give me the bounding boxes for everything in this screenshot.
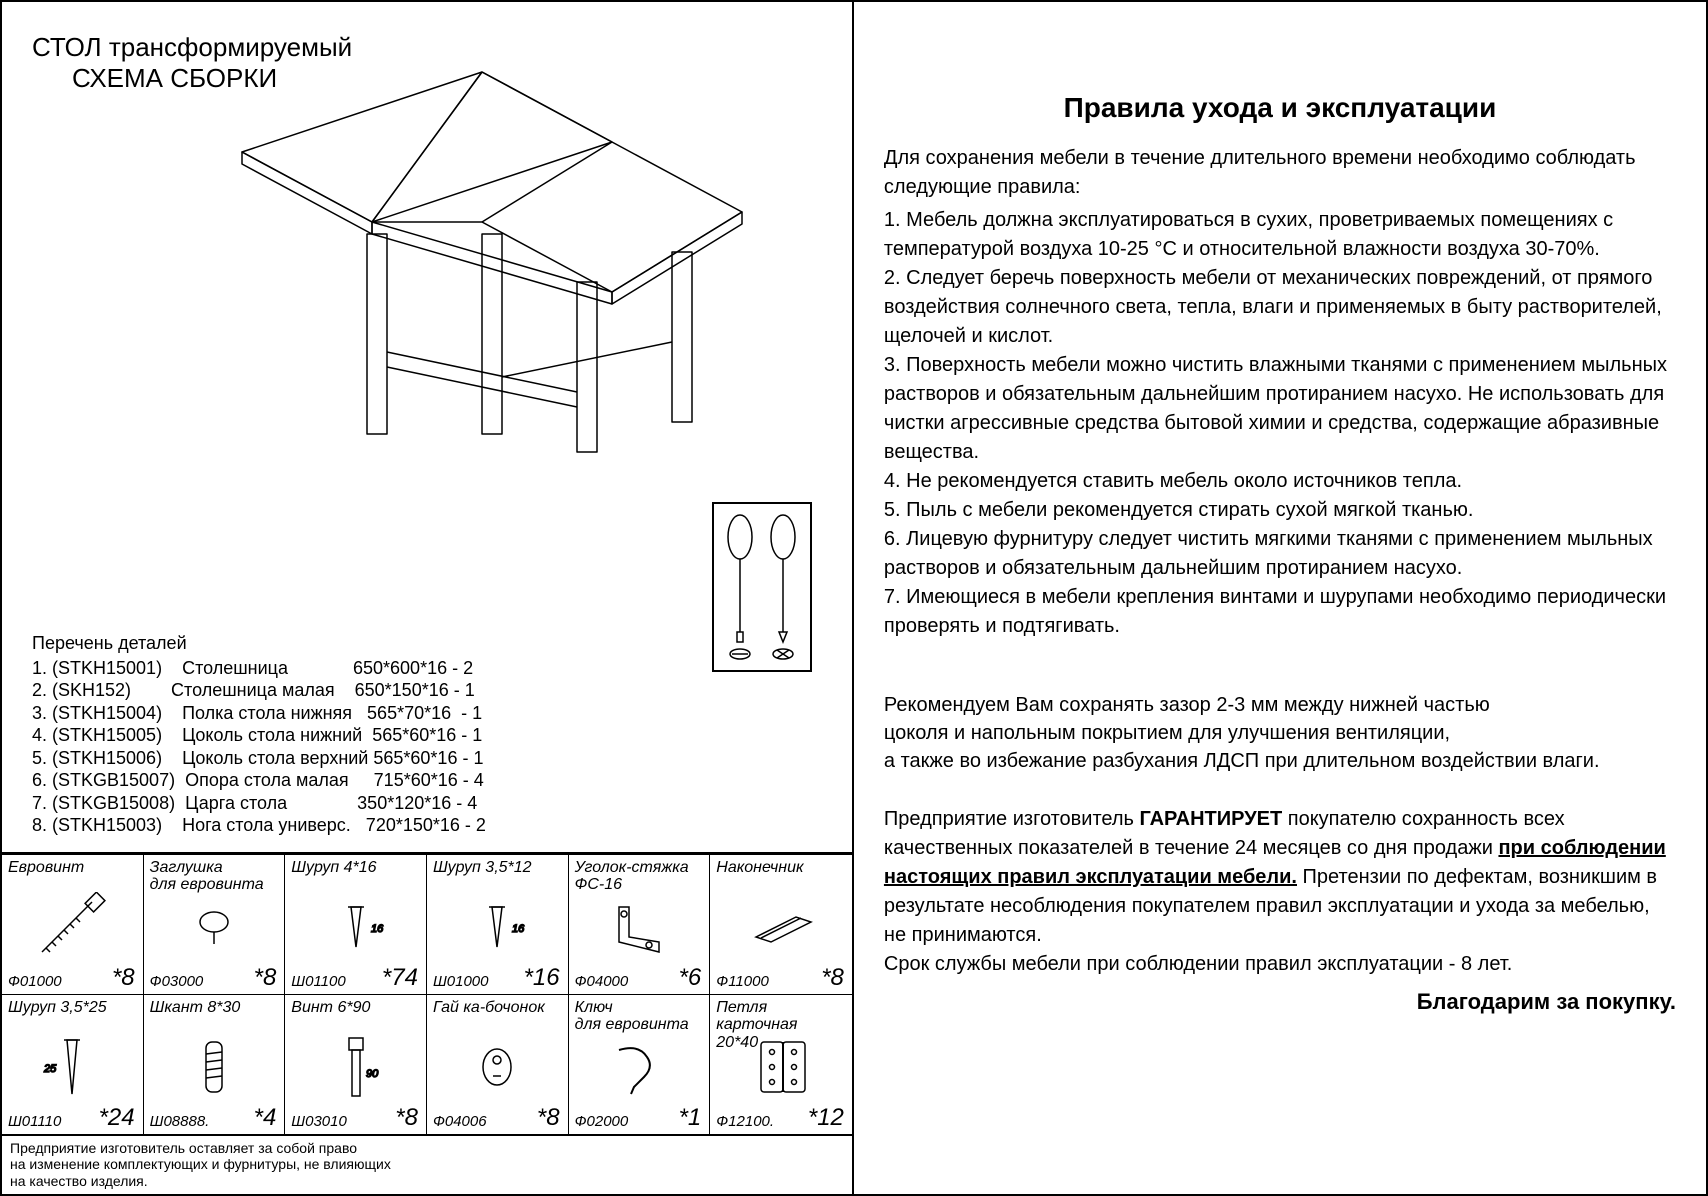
hinge-icon bbox=[741, 1032, 821, 1102]
hardware-cell: Гай ка-бочонок Ф04006 *8 bbox=[427, 994, 569, 1134]
hardware-qty: *8 bbox=[112, 964, 135, 992]
hardware-label: Наконечник bbox=[716, 859, 846, 877]
hardware-code: Ф01000 bbox=[8, 973, 62, 990]
hardware-code: Ф12100. bbox=[716, 1113, 774, 1130]
hardware-qty: *8 bbox=[537, 1104, 560, 1132]
care-rule: 1. Мебель должна эксплуатироваться в сух… bbox=[884, 206, 1676, 264]
hardware-code: Ф03000 bbox=[150, 973, 204, 990]
screw-short-icon bbox=[457, 892, 537, 962]
hardware-qty: *8 bbox=[395, 1104, 418, 1132]
screw-short-icon bbox=[316, 892, 396, 962]
parts-row: 6. (STKGB15007) Опора стола малая 715*60… bbox=[32, 769, 486, 792]
warranty-seg-a: Предприятие изготовитель bbox=[884, 808, 1140, 830]
diagram-section: СТОЛ трансформируемый СХЕМА СБОРКИ bbox=[2, 2, 852, 854]
parts-row: 7. (STKGB15008) Царга стола 350*120*16 -… bbox=[32, 792, 486, 815]
care-rule: 2. Следует беречь поверхность мебели от … bbox=[884, 264, 1676, 351]
hardware-qty: *8 bbox=[821, 964, 844, 992]
hardware-cell: Шкант 8*30 Ш08888. *4 bbox=[144, 994, 286, 1134]
cap-icon bbox=[174, 892, 254, 962]
hardware-qty: *74 bbox=[382, 964, 418, 992]
parts-row: 4. (STKH15005) Цоколь стола нижний 565*6… bbox=[32, 724, 486, 747]
warranty-text: Предприятие изготовитель ГАРАНТИРУЕТ пок… bbox=[884, 805, 1676, 979]
care-rule: 4. Не рекомендуется ставить мебель около… bbox=[884, 467, 1676, 496]
hardware-grid: Евровинт Ф01000 *8 Заглушка для евровинта Ф0… bbox=[2, 854, 852, 1136]
warranty-seg-b: ГАРАНТИРУЕТ bbox=[1140, 808, 1283, 830]
thanks-text: Благодарим за покупку. bbox=[884, 989, 1676, 1015]
bolt-icon bbox=[316, 1032, 396, 1102]
hardware-qty: *8 bbox=[254, 964, 277, 992]
hardware-qty: *1 bbox=[679, 1104, 702, 1132]
hardware-code: Ф04006 bbox=[433, 1113, 487, 1130]
hardware-label: Евровинт bbox=[8, 859, 137, 877]
hexkey-icon bbox=[599, 1032, 679, 1102]
hardware-cell: Шуруп 3,5*25 Ш01110 *24 bbox=[2, 994, 144, 1134]
screwdriver-flat-icon bbox=[723, 512, 757, 662]
tools-box bbox=[712, 502, 812, 672]
parts-row: 5. (STKH15006) Цоколь стола верхний 565*… bbox=[32, 747, 486, 770]
hardware-qty: *24 bbox=[99, 1104, 135, 1132]
hardware-qty: *6 bbox=[679, 964, 702, 992]
hardware-label: Шкант 8*30 bbox=[150, 999, 279, 1017]
parts-row: 2. (SKH152) Столешница малая 650*150*16 … bbox=[32, 679, 486, 702]
care-rule: 6. Лицевую фурнитуру следует чистить мяг… bbox=[884, 525, 1676, 583]
dowel-icon bbox=[174, 1032, 254, 1102]
page: СТОЛ трансформируемый СХЕМА СБОРКИ bbox=[0, 0, 1708, 1196]
hardware-label: Заглушка для евровинта bbox=[150, 859, 279, 894]
hardware-qty: *12 bbox=[808, 1104, 844, 1132]
hardware-code: Ш08888. bbox=[150, 1113, 210, 1130]
hardware-label: Уголок-стяжка ФС-16 bbox=[575, 859, 704, 894]
screwdriver-phillips-icon bbox=[766, 512, 800, 662]
parts-row: 3. (STKH15004) Полка стола нижняя 565*70… bbox=[32, 702, 486, 725]
care-intro: Для сохранения мебели в течение длительн… bbox=[884, 144, 1676, 202]
hardware-label: Ключ для евровинта bbox=[575, 999, 704, 1034]
care-rule: 3. Поверхность мебели можно чистить влаж… bbox=[884, 351, 1676, 467]
hardware-cell: Винт 6*90 Ш03010 *8 bbox=[285, 994, 427, 1134]
parts-row: 1. (STKH15001) Столешница 650*600*16 - 2 bbox=[32, 657, 486, 680]
hardware-cell: Шуруп 3,5*12 Ш01000 *16 bbox=[427, 854, 569, 994]
hardware-cell: Уголок-стяжка ФС-16 Ф04000 *6 bbox=[569, 854, 711, 994]
bracket-icon bbox=[599, 892, 679, 962]
confirmat-icon bbox=[32, 892, 112, 962]
barrel-icon bbox=[457, 1032, 537, 1102]
parts-list: Перечень деталей 1. (STKH15001) Столешни… bbox=[32, 632, 486, 837]
hardware-label: Винт 6*90 bbox=[291, 999, 420, 1017]
hardware-cell: Заглушка для евровинта Ф03000 *8 bbox=[144, 854, 286, 994]
hardware-code: Ш01110 bbox=[8, 1113, 61, 1130]
hardware-label: Шуруп 3,5*12 bbox=[433, 859, 562, 877]
hardware-code: Ф02000 bbox=[575, 1113, 629, 1130]
hardware-cell: Наконечник Ф11000 *8 bbox=[710, 854, 852, 994]
hardware-qty: *4 bbox=[254, 1104, 277, 1132]
hardware-qty: *16 bbox=[524, 964, 560, 992]
parts-row: 8. (STKH15003) Нога стола универс. 720*1… bbox=[32, 814, 486, 837]
left-panel: СТОЛ трансформируемый СХЕМА СБОРКИ bbox=[2, 2, 854, 1194]
hardware-code: Ш01000 bbox=[433, 973, 489, 990]
table-illustration-icon bbox=[182, 52, 802, 472]
hardware-cell: Евровинт Ф01000 *8 bbox=[2, 854, 144, 994]
warranty-p2: Срок службы мебели при соблюдении правил… bbox=[884, 953, 1512, 975]
hardware-code: Ф04000 bbox=[575, 973, 629, 990]
footnote: Предприятие изготовитель оставляет за со… bbox=[2, 1136, 852, 1194]
hardware-cell: Ключ для евровинта Ф02000 *1 bbox=[569, 994, 711, 1134]
hardware-cell: Шуруп 4*16 Ш01100 *74 bbox=[285, 854, 427, 994]
hardware-code: Ф11000 bbox=[716, 973, 769, 990]
hardware-label: Шуруп 3,5*25 bbox=[8, 999, 137, 1017]
care-title: Правила ухода и эксплуатации bbox=[884, 92, 1676, 124]
hardware-code: Ш03010 bbox=[291, 1113, 347, 1130]
care-rule: 7. Имеющиеся в мебели крепления винтами … bbox=[884, 583, 1676, 641]
right-panel: Правила ухода и эксплуатации Для сохране… bbox=[854, 2, 1706, 1194]
screw-tall-icon bbox=[32, 1032, 112, 1102]
hardware-label: Шуруп 4*16 bbox=[291, 859, 420, 877]
recommend-text: Рекомендуем Вам сохранять зазор 2-3 мм м… bbox=[884, 691, 1676, 775]
parts-list-header: Перечень деталей bbox=[32, 632, 486, 655]
hardware-code: Ш01100 bbox=[291, 973, 345, 990]
rules-block: 1. Мебель должна эксплуатироваться в сух… bbox=[884, 206, 1676, 641]
care-rule: 5. Пыль с мебели рекомендуется стирать с… bbox=[884, 496, 1676, 525]
tip-icon bbox=[741, 892, 821, 962]
hardware-label: Гай ка-бочонок bbox=[433, 999, 562, 1017]
hardware-cell: Петля карточная 20*40Ф12100.*12 bbox=[710, 994, 852, 1134]
